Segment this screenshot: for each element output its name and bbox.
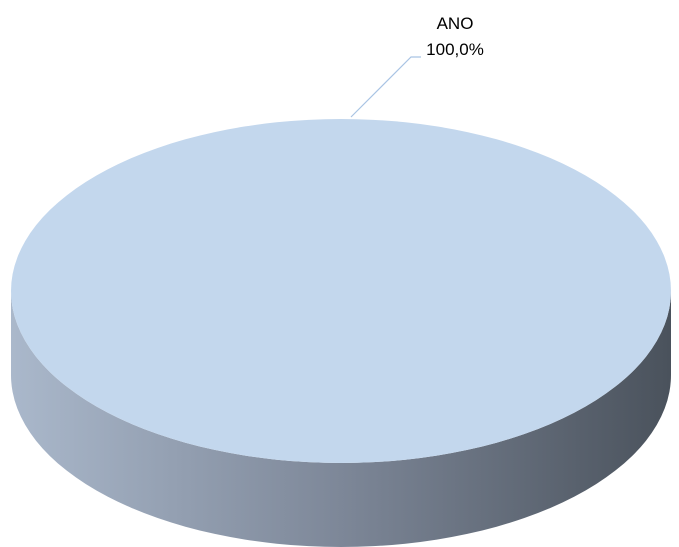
pie-slice-ano [11,119,671,463]
data-label-leader-line [350,56,421,118]
data-label-value: 100,0% [426,40,484,59]
data-label-category: ANO [437,14,474,33]
pie-slice-side-ano [11,291,671,547]
